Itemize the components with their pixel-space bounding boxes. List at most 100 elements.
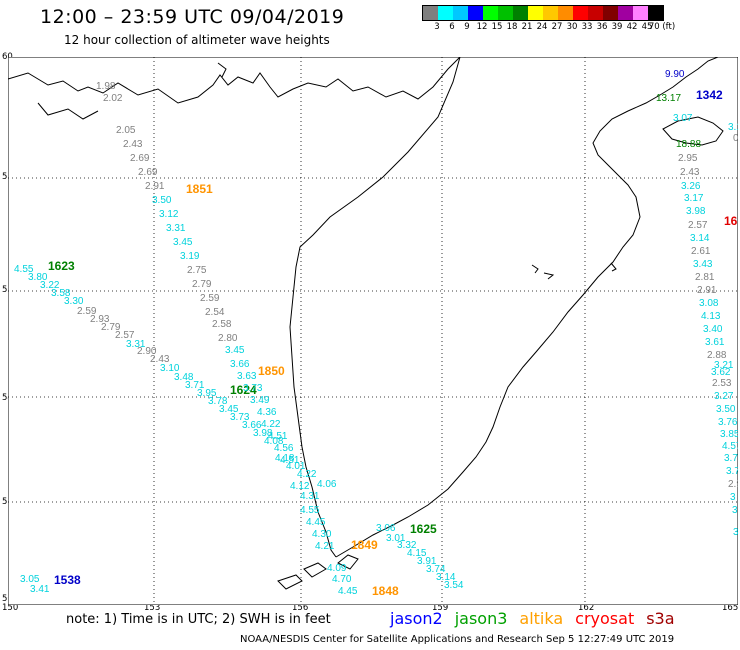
- wave-height-value: 4.45: [338, 586, 358, 597]
- pass-id-label: 1625: [410, 522, 437, 536]
- wave-height-value: 3.17: [684, 193, 704, 204]
- scale-label: 42: [626, 22, 638, 32]
- scale-swatch: [618, 6, 633, 20]
- wave-height-value: 3.71: [185, 380, 205, 391]
- wave-height-value: 3.66: [242, 420, 262, 431]
- wave-height-value: 4.55: [14, 264, 34, 275]
- legend-jason2: jason2: [390, 609, 443, 628]
- lat-label-60: 60: [2, 52, 13, 62]
- color-scale: 3 6 9 12 15 18 21 24 27 30 33 36 39 42 45 70 (ft): [422, 5, 675, 33]
- pass-id-label: 1851: [186, 182, 213, 196]
- wave-height-value: 4.36: [257, 407, 277, 418]
- wave-height-value: 3.76: [718, 417, 738, 428]
- scale-label: 15: [491, 22, 503, 32]
- wave-height-value: 4.15: [407, 548, 427, 559]
- wave-height-value: 3.66: [230, 359, 250, 370]
- wave-height-value: 2.90: [137, 346, 157, 357]
- scale-swatch: [603, 6, 618, 20]
- wave-height-value: 2.75: [187, 265, 207, 276]
- wave-height-value: 3.73: [230, 412, 250, 423]
- wave-height-value: 3.30: [64, 296, 84, 307]
- scale-label: 18: [506, 22, 518, 32]
- wave-height-value: 3.45: [225, 345, 245, 356]
- wave-height-value: 3: [730, 492, 736, 503]
- scale-swatch: [588, 6, 603, 20]
- wave-height-value: 2.61: [691, 246, 711, 257]
- wave-height-value: 3.54: [444, 580, 464, 591]
- color-scale-swatches: [422, 5, 664, 21]
- page-title: 12:00 – 23:59 UTC 09/04/2019: [40, 6, 345, 28]
- scale-label: 27: [551, 22, 563, 32]
- coastline: [8, 57, 724, 590]
- legend-jason3: jason3: [454, 609, 508, 628]
- lat-label-58: 58: [2, 172, 13, 182]
- wave-height-value: 4.70: [332, 574, 352, 585]
- wave-height-value: 3.50: [152, 195, 172, 206]
- wave-height-value: 2.91: [145, 181, 165, 192]
- wave-height-value: 2.80: [218, 333, 238, 344]
- wave-height-value: 2.79: [101, 322, 121, 333]
- wave-height-value: 3.48: [174, 372, 194, 383]
- wave-height-value: 2.43: [150, 354, 170, 365]
- footer-note: note: 1) Time is in UTC; 2) SWH is in fe…: [66, 612, 331, 627]
- scale-swatch: [498, 6, 513, 20]
- wave-height-value: 3.07: [673, 113, 693, 124]
- scale-label: 21: [521, 22, 533, 32]
- wave-height-value: 2.59: [77, 306, 97, 317]
- wave-height-value: 3.31: [126, 339, 146, 350]
- map-frame: [8, 57, 738, 605]
- pass-id-label: 1623: [48, 259, 75, 273]
- wave-height-value: 2.02: [103, 93, 123, 104]
- wave-height-value: 3.98: [253, 428, 273, 439]
- scale-label: 24: [536, 22, 548, 32]
- scale-swatch: [558, 6, 573, 20]
- wave-height-value: 2.69: [138, 167, 158, 178]
- wave-height-value: 3.32: [397, 540, 417, 551]
- wave-height-value: 3.7: [726, 466, 738, 477]
- lat-label-56: 56: [2, 285, 13, 295]
- wave-height-value: 3.27: [714, 391, 734, 402]
- wave-height-value: 2.88: [707, 350, 727, 361]
- lon-label-153: 153: [144, 603, 161, 613]
- scale-swatch: [438, 6, 453, 20]
- wave-height-value: 3.19: [180, 251, 200, 262]
- wave-height-value: 2.05: [116, 125, 136, 136]
- wave-height-value: 3.74: [426, 564, 446, 575]
- wave-height-value: 3.43: [693, 259, 713, 270]
- footer-credit: NOAA/NESDIS Center for Satellite Applica…: [240, 634, 675, 645]
- wave-height-value: 2.58: [212, 319, 232, 330]
- lat-label-50: 50: [2, 594, 13, 604]
- scale-label: 3: [434, 22, 440, 32]
- wave-height-value: 2.57: [115, 330, 135, 341]
- lon-label-150: 150: [2, 603, 19, 613]
- wave-height-value: 4.30: [312, 529, 332, 540]
- wave-height-value: 3.85: [720, 429, 738, 440]
- wave-height-value: 4.56: [274, 443, 294, 454]
- lat-label-52: 52: [2, 497, 13, 507]
- wave-height-value: 3.73: [243, 383, 263, 394]
- wave-height-value: 2.54: [205, 307, 225, 318]
- wave-height-value: 4.22: [261, 419, 281, 430]
- wave-height-value: 4.51: [268, 431, 288, 442]
- wave-height-value: 4.51: [280, 455, 300, 466]
- satellite-legend: jason2 jason3 altika cryosat s3a: [390, 609, 687, 628]
- wave-height-value: 3.21: [714, 360, 734, 371]
- wave-height-value: 4.08: [264, 436, 284, 447]
- graticule: [8, 57, 738, 605]
- lat-label-54: 54: [2, 393, 13, 403]
- scale-label: 45: [641, 22, 653, 32]
- wave-height-value: 2.53: [712, 378, 732, 389]
- page-subtitle: 12 hour collection of altimeter wave hei…: [64, 33, 330, 47]
- wave-height-value: 3.98: [686, 206, 706, 217]
- lon-label-162: 162: [578, 603, 595, 613]
- wave-height-value: 3.06: [376, 523, 396, 534]
- wave-height-value: 2.81: [695, 272, 715, 283]
- wave-height-value: 4.57: [722, 441, 738, 452]
- wave-height-value: 4.55: [300, 505, 320, 516]
- wave-height-value: 4.22: [297, 469, 317, 480]
- wave-height-value: 4.21: [315, 541, 335, 552]
- wave-height-value: 3.45: [219, 404, 239, 415]
- wave-height-value: 1.98: [96, 81, 116, 92]
